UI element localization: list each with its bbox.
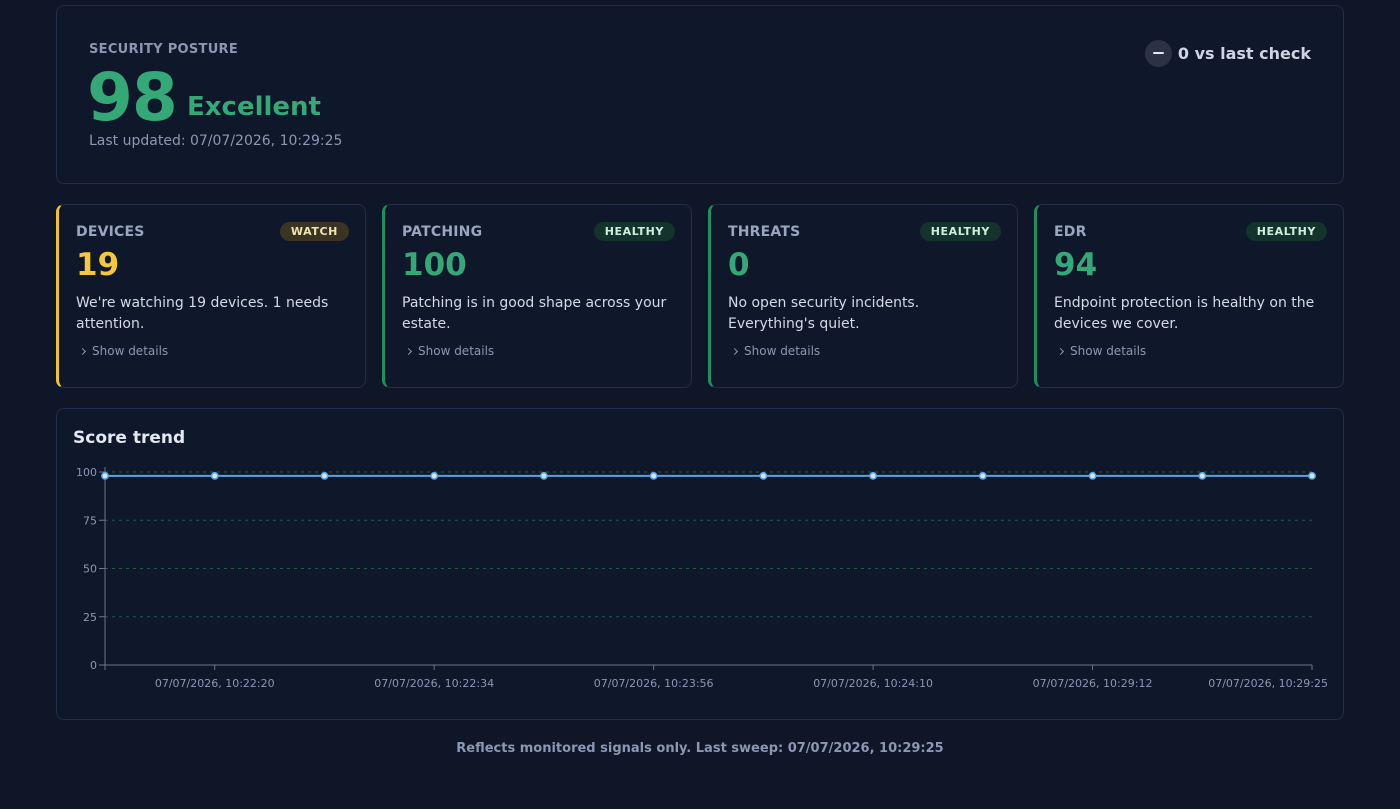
show-details-label: Show details xyxy=(92,344,169,358)
show-details-label: Show details xyxy=(744,344,821,358)
data-point xyxy=(320,471,329,480)
show-details-label: Show details xyxy=(1070,344,1147,358)
y-tick-label: 50 xyxy=(83,563,97,576)
show-details-button[interactable]: Show details xyxy=(78,344,169,358)
data-point xyxy=(210,471,219,480)
security-posture-card: SECURITY POSTURE 98 Excellent Last updat… xyxy=(56,5,1344,184)
y-tick-label: 0 xyxy=(90,659,97,672)
x-tick-label: 07/07/2026, 10:29:25 xyxy=(1208,677,1328,690)
x-tick-label: 07/07/2026, 10:24:10 xyxy=(813,677,933,690)
chevron-right-icon xyxy=(78,347,87,355)
show-details-button[interactable]: Show details xyxy=(1056,344,1147,358)
chevron-right-icon xyxy=(404,347,413,355)
posture-label: SECURITY POSTURE xyxy=(89,42,239,57)
chevron-right-icon xyxy=(1056,347,1065,355)
chevron-right-icon xyxy=(730,347,739,355)
show-details-label: Show details xyxy=(418,344,495,358)
score-trend-card: Score trend 0 25 50 75 100 07/07/2026, 10:22:… xyxy=(56,408,1344,720)
footer-note: Reflects monitored signals only. Last sw… xyxy=(456,741,944,756)
metric-value: 100 xyxy=(402,247,467,283)
metric-value: 0 xyxy=(728,247,750,283)
metric-card-edr: EDR HEALTHY 94 Endpoint protection is he… xyxy=(1034,204,1344,388)
metric-value: 94 xyxy=(1054,247,1098,283)
score-delta: 0 vs last check xyxy=(1144,40,1311,67)
trend-title: Score trend xyxy=(73,428,186,448)
data-point xyxy=(759,471,768,480)
data-point xyxy=(101,471,109,480)
data-point xyxy=(1308,471,1316,480)
metric-card-devices: DEVICES WATCH 19 We're watching 19 devic… xyxy=(56,204,366,388)
metric-description: Endpoint protection is healthy on the de… xyxy=(1054,295,1315,332)
y-tick-label: 100 xyxy=(76,466,97,479)
data-point xyxy=(1198,471,1207,480)
delta-text: 0 vs last check xyxy=(1177,44,1311,63)
score-trend-chart: 0 25 50 75 100 07/07/2026, 10:22:20 07/07/2026… xyxy=(76,466,1328,690)
metric-value: 19 xyxy=(76,247,120,283)
data-point xyxy=(869,471,878,480)
y-tick-label: 75 xyxy=(83,514,97,527)
x-tick-label: 07/07/2026, 10:22:20 xyxy=(155,677,275,690)
x-tick-label: 07/07/2026, 10:23:56 xyxy=(594,677,714,690)
data-point xyxy=(649,471,658,480)
posture-rating: Excellent xyxy=(187,92,321,122)
metric-card-patching: PATCHING HEALTHY 100 Patching is in good… xyxy=(382,204,692,388)
data-point xyxy=(539,471,548,480)
metric-card-threats: THREATS HEALTHY 0 No open security incid… xyxy=(708,204,1018,388)
data-point xyxy=(430,471,439,480)
minus-icon xyxy=(1144,40,1172,67)
metric-description: Patching is in good shape across your es… xyxy=(402,295,667,332)
status-badge: WATCH xyxy=(279,222,349,241)
metric-title: EDR xyxy=(1054,224,1087,240)
show-details-button[interactable]: Show details xyxy=(730,344,821,358)
posture-updated: Last updated: 07/07/2026, 10:29:25 xyxy=(89,133,343,149)
status-badge: HEALTHY xyxy=(919,222,1001,241)
metric-description: We're watching 19 devices. 1 needs atten… xyxy=(76,295,329,332)
x-tick-label: 07/07/2026, 10:22:34 xyxy=(374,677,494,690)
posture-score: 98 xyxy=(87,59,178,136)
status-badge: HEALTHY xyxy=(1245,222,1327,241)
x-tick-label: 07/07/2026, 10:29:12 xyxy=(1033,677,1153,690)
metric-description: No open security incidents. Everything's… xyxy=(728,295,920,332)
metric-title: PATCHING xyxy=(402,224,483,240)
data-point xyxy=(1088,471,1097,480)
show-details-button[interactable]: Show details xyxy=(404,344,495,358)
y-tick-label: 25 xyxy=(83,611,97,624)
data-point xyxy=(978,471,987,480)
metric-title: DEVICES xyxy=(76,224,145,240)
status-badge: HEALTHY xyxy=(593,222,675,241)
metric-title: THREATS xyxy=(728,224,801,240)
